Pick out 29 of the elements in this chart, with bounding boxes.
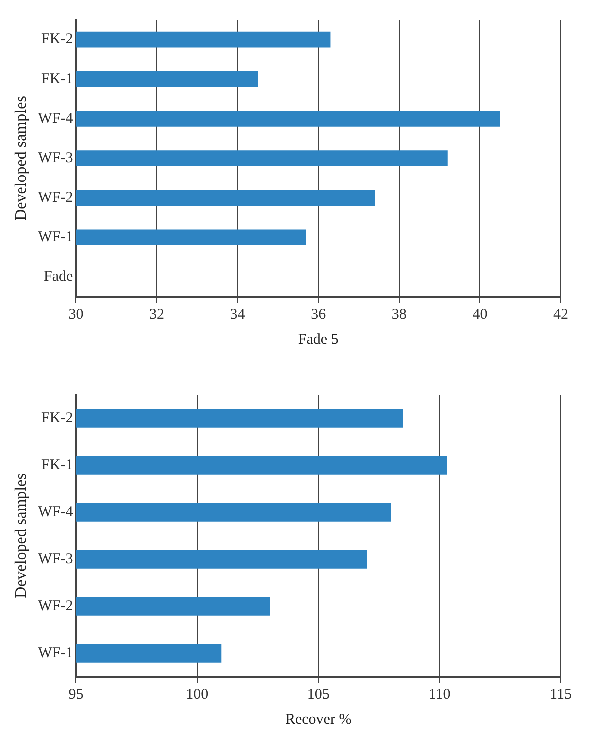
y-tick-label: Fade — [44, 269, 74, 286]
x-tick-label: 42 — [554, 306, 568, 323]
y-tick-label: FK-2 — [42, 32, 74, 48]
x-tick-label: 115 — [550, 686, 572, 703]
x-tick-label: 36 — [311, 306, 327, 323]
y-tick-label: WF-1 — [38, 645, 74, 662]
y-tick-label: WF-1 — [38, 230, 74, 246]
y-tick-label: FK-2 — [42, 410, 74, 426]
x-tick-label: 30 — [68, 306, 84, 323]
x-tick-label: 32 — [149, 306, 164, 323]
y-tick-label: WF-4 — [38, 504, 74, 520]
y-axis-title: Developed samples — [12, 474, 30, 598]
x-tick-label: 105 — [307, 686, 330, 703]
y-tick-label: WF-3 — [38, 150, 74, 166]
x-axis-title: Recover % — [285, 712, 352, 728]
x-tick-label: 100 — [186, 686, 209, 703]
x-tick-label: 34 — [230, 306, 246, 323]
y-tick-label: WF-4 — [38, 110, 74, 127]
y-axis-title: Developed samples — [12, 96, 30, 221]
y-tick-label: FK-1 — [42, 71, 74, 88]
x-tick-label: 95 — [68, 686, 84, 703]
x-tick-label: 110 — [428, 686, 451, 703]
y-tick-label: WF-2 — [38, 598, 74, 614]
x-tick-label: 38 — [392, 306, 407, 323]
y-tick-label: FK-1 — [42, 457, 74, 474]
y-tick-label: WF-2 — [38, 190, 74, 206]
y-tick-label: WF-3 — [38, 551, 74, 568]
x-tick-label: 40 — [472, 306, 488, 323]
x-axis-title: Fade 5 — [298, 332, 339, 348]
